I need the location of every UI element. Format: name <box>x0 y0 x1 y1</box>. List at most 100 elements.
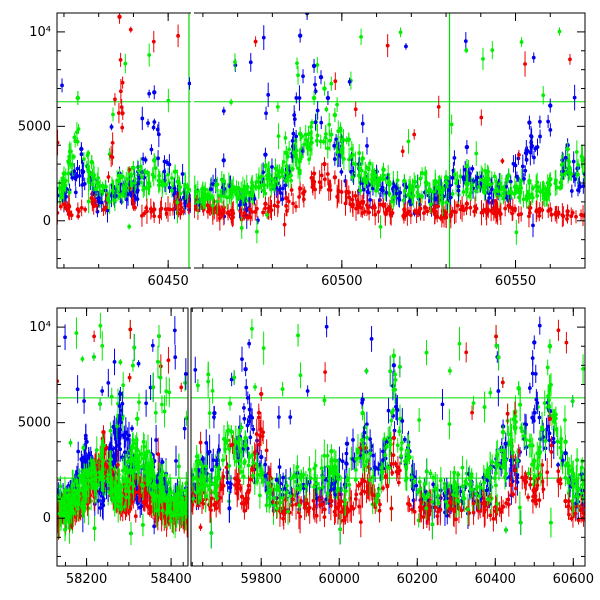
data-point <box>207 411 212 416</box>
data-point <box>162 169 167 174</box>
data-point <box>322 453 327 458</box>
data-point <box>375 178 380 183</box>
data-point <box>565 461 570 466</box>
data-point <box>313 120 318 125</box>
data-point <box>481 57 485 61</box>
data-point <box>360 121 365 126</box>
data-point <box>82 399 86 403</box>
data-point <box>230 208 235 213</box>
data-point <box>460 465 465 470</box>
data-point <box>321 139 326 144</box>
data-point <box>291 131 296 136</box>
data-point <box>530 371 535 376</box>
data-point <box>412 179 417 184</box>
data-point <box>100 389 105 393</box>
data-point <box>479 174 484 179</box>
data-point <box>261 170 266 175</box>
data-point <box>376 487 381 491</box>
data-point <box>289 173 293 178</box>
data-point <box>69 213 74 218</box>
data-point <box>365 177 370 181</box>
data-point <box>396 196 401 201</box>
data-point <box>498 181 503 186</box>
data-point <box>168 207 172 212</box>
data-point <box>259 174 264 179</box>
data-point <box>508 179 513 184</box>
data-point <box>128 27 133 32</box>
data-point <box>563 171 568 176</box>
data-point <box>470 166 475 171</box>
data-point <box>373 212 378 217</box>
data-point <box>317 180 322 185</box>
data-point <box>355 199 360 204</box>
data-point <box>94 187 98 192</box>
data-point <box>80 183 85 187</box>
data-point <box>444 200 449 205</box>
data-point <box>67 190 72 195</box>
data-point <box>96 499 101 503</box>
data-point <box>572 95 577 100</box>
data-point <box>426 188 431 193</box>
data-point <box>394 191 399 196</box>
data-point <box>291 201 295 206</box>
data-point <box>319 120 324 125</box>
data-point <box>295 61 299 66</box>
data-point <box>366 190 370 195</box>
data-point <box>517 505 522 510</box>
data-point <box>314 138 319 143</box>
data-point <box>364 165 369 170</box>
data-point <box>253 39 258 44</box>
data-point <box>368 197 372 202</box>
data-point <box>363 170 368 175</box>
data-point <box>90 182 95 187</box>
sample-point <box>346 190 351 195</box>
data-point <box>524 148 529 153</box>
data-point <box>531 418 536 423</box>
data-point <box>581 213 585 218</box>
data-point <box>418 206 423 211</box>
data-point <box>153 166 158 171</box>
data-point <box>464 48 469 53</box>
data-point <box>211 182 215 186</box>
data-point <box>178 211 183 216</box>
data-point <box>270 164 274 169</box>
data-point <box>353 162 358 167</box>
data-point <box>450 192 455 196</box>
data-point <box>167 185 172 190</box>
data-point <box>580 155 585 160</box>
data-point <box>162 409 167 414</box>
data-point <box>177 185 182 190</box>
data-point <box>74 174 79 179</box>
sample-point <box>152 158 157 163</box>
data-point <box>263 191 268 196</box>
data-point <box>502 188 507 192</box>
data-point <box>315 63 320 67</box>
data-point <box>301 197 306 202</box>
data-point <box>272 203 277 208</box>
data-point <box>398 30 403 35</box>
data-point <box>514 189 519 194</box>
data-point <box>418 176 423 181</box>
data-point <box>297 171 302 176</box>
data-point <box>64 207 69 211</box>
data-point <box>73 190 78 195</box>
data-point <box>118 360 123 365</box>
data-point <box>288 415 293 420</box>
data-point <box>569 172 574 176</box>
data-point <box>151 39 156 44</box>
data-point <box>410 185 415 190</box>
data-point <box>70 175 75 180</box>
data-point <box>530 195 535 200</box>
data-point <box>371 453 375 458</box>
data-point <box>428 202 433 207</box>
data-point <box>114 185 118 190</box>
data-point <box>264 111 268 116</box>
data-point <box>554 185 559 190</box>
data-point <box>532 155 536 160</box>
data-point <box>261 188 266 193</box>
data-point <box>284 204 288 208</box>
data-point <box>118 447 123 452</box>
data-point <box>106 196 110 200</box>
data-point <box>515 174 519 179</box>
data-point <box>143 158 148 162</box>
